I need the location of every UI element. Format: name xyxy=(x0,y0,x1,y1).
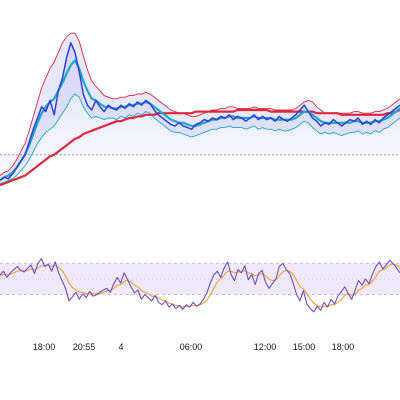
band-lower-line xyxy=(0,93,400,185)
signal-line xyxy=(0,263,400,308)
x-tick-label: 15:00 xyxy=(293,342,316,352)
fast-ma-line xyxy=(0,59,400,182)
price-line xyxy=(0,42,400,181)
slow-ma-line xyxy=(0,108,400,187)
x-tick-label: 12:00 xyxy=(254,342,277,352)
oscillator-line xyxy=(0,258,400,313)
x-tick-label: 4 xyxy=(118,342,123,352)
oscillator-panel xyxy=(0,258,400,313)
x-tick-label: 18:00 xyxy=(332,342,355,352)
x-axis: 18:00 20:55 4 06:00 12:00 15:00 18:00 xyxy=(33,342,355,352)
x-tick-label: 20:55 xyxy=(73,342,96,352)
price-area xyxy=(0,42,400,181)
x-tick-label: 18:00 xyxy=(33,342,56,352)
x-tick-label: 06:00 xyxy=(180,342,203,352)
band-fill xyxy=(0,33,400,184)
price-panel xyxy=(0,32,400,187)
